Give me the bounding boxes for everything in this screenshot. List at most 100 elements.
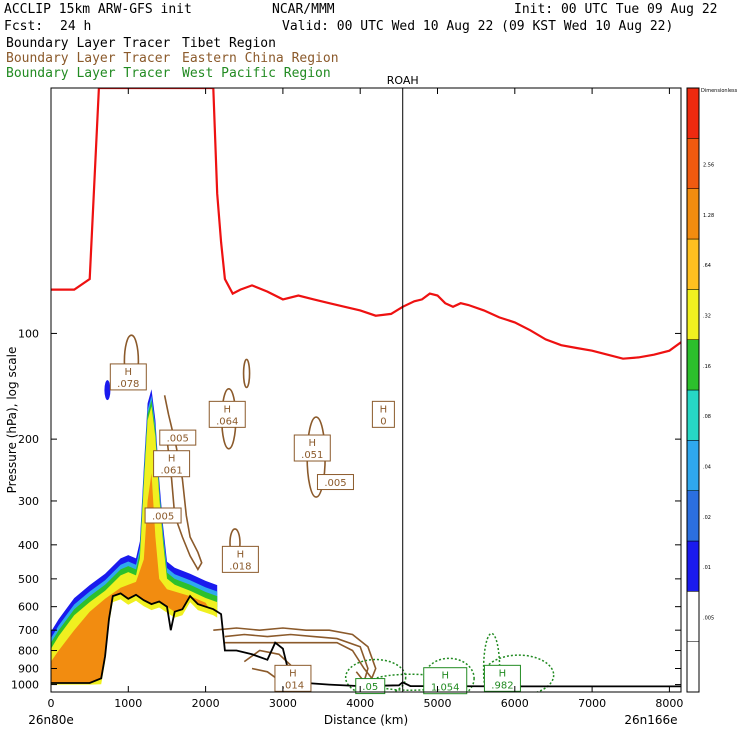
annotation-value: .05: [362, 682, 378, 693]
annotation-box: [293, 434, 331, 462]
y-tick-label: 800: [18, 645, 39, 658]
annotation-box: [144, 507, 182, 524]
x-tick-label: 3000: [269, 697, 297, 710]
annotation-high-label: H: [125, 367, 133, 378]
y-tick-label: 1000: [11, 679, 39, 692]
annotation-value: .018: [229, 561, 251, 572]
colorbar-level-label: .005: [703, 616, 714, 622]
colorbar-level-label: 1.28: [703, 213, 714, 219]
annotation-value: .005: [152, 511, 174, 522]
annotation-value: .014: [282, 680, 304, 691]
organization-label: NCAR/MMM: [272, 2, 335, 17]
x-tick-label: 7000: [578, 697, 606, 710]
annotation-box: [371, 400, 395, 428]
annotation-high-label: H: [289, 668, 297, 679]
y-tick-label: 700: [18, 624, 39, 637]
tropopause-line: [51, 88, 681, 360]
tibet-tracer-blue-blob: [104, 380, 111, 401]
roah-marker-label: ROAH: [387, 74, 419, 87]
y-tick-label: 500: [18, 573, 39, 586]
colorbar-level-label: .08: [703, 414, 711, 420]
annotation-high-label: H: [499, 668, 507, 679]
annotation-value: 1.054: [431, 683, 460, 694]
colorbar-frame: [686, 87, 700, 693]
y-tick-label: 600: [18, 601, 39, 614]
pacific-tracer-contour: [344, 658, 407, 692]
annotation-high-label: H: [309, 438, 317, 449]
y-tick-label: 400: [18, 539, 39, 552]
china-tracer-contour: [213, 627, 377, 680]
x-tick-label: 8000: [655, 697, 683, 710]
colorbar-segment: [686, 540, 700, 592]
colorbar-segment: [686, 87, 700, 139]
valid-time: Valid: 00 UTC Wed 10 Aug 22 (09 KST Wed …: [282, 19, 674, 34]
colorbar-segment: [686, 339, 700, 391]
annotation-value: .051: [301, 450, 323, 461]
china-tracer-contour: [224, 633, 369, 684]
annotation-value: 0: [380, 416, 386, 427]
annotation-value: .982: [491, 680, 513, 691]
legend-pacific-name: Boundary Layer Tracer: [6, 66, 171, 81]
colorbar-segment: [686, 238, 700, 290]
model-title: ACCLIP 15km ARW-GFS init: [4, 2, 192, 17]
annotation-box: [423, 667, 468, 695]
legend-china-name: Boundary Layer Tracer: [6, 51, 171, 66]
legend-tibet-region: Tibet Region: [182, 36, 276, 51]
annotation-value: .078: [117, 379, 139, 390]
colorbar-level-label: .01: [703, 565, 711, 571]
colorbar-level-label: .32: [703, 314, 711, 320]
annotation-box: [221, 545, 259, 573]
y-tick-label: 900: [18, 662, 39, 675]
tibet-tracer-orange-core: [51, 473, 210, 683]
annotation-box: [208, 400, 246, 428]
x-tick-label: 5000: [424, 697, 452, 710]
x-tick-label: 4000: [346, 697, 374, 710]
x-axis-title: Distance (km): [324, 713, 408, 727]
china-tracer-contour: [163, 395, 203, 572]
colorbar-segment: [686, 440, 700, 491]
pacific-tracer-contour: [482, 654, 555, 692]
forecast-label: Fcst:: [4, 19, 44, 34]
china-tracer-contour: [242, 358, 251, 389]
pacific-tracer-contour: [423, 657, 475, 692]
annotation-box: [274, 664, 312, 692]
colorbar-title: Dimensionless: [701, 88, 738, 94]
annotation-value: .064: [216, 416, 238, 427]
legend-china-region: Eastern China Region: [182, 51, 339, 66]
annotation-high-label: H: [168, 454, 176, 465]
colorbar-level-label: .02: [703, 515, 711, 521]
annotation-box: [109, 363, 147, 391]
colorbar-level-label: .04: [703, 465, 711, 471]
legend-tibet-name: Boundary Layer Tracer: [6, 36, 171, 51]
x-end-label: 26n166e: [624, 713, 677, 727]
annotation-high-label: H: [223, 404, 231, 415]
colorbar-level-label: .16: [703, 364, 711, 370]
colorbar-segment: [686, 641, 700, 693]
colorbar-segment: [686, 138, 700, 189]
colorbar-level-label: .64: [703, 263, 711, 269]
colorbar-segment: [686, 289, 700, 340]
annotation-box: [355, 678, 386, 695]
y-tick-label: 200: [18, 433, 39, 446]
y-tick-label: 300: [18, 495, 39, 508]
annotation-value: .005: [167, 434, 189, 445]
annotation-box: [316, 474, 354, 491]
annotation-high-label: H: [441, 671, 449, 682]
legend-pacific-region: West Pacific Region: [182, 66, 331, 81]
colorbar-segment: [686, 389, 700, 441]
annotation-box: [159, 429, 197, 446]
y-axis-title: Pressure (hPa), log scale: [5, 347, 19, 494]
init-time: Init: 00 UTC Tue 09 Aug 22: [514, 2, 718, 17]
x-start-label: 26n80e: [28, 713, 74, 727]
colorbar-level-label: 2.56: [703, 163, 714, 169]
terrain-line: [51, 592, 681, 688]
colorbar-segment: [686, 591, 700, 642]
annotation-value: .005: [324, 478, 346, 489]
plot-area: [51, 88, 681, 692]
x-tick-label: 1000: [114, 697, 142, 710]
plot-frame: [50, 87, 682, 693]
x-tick-label: 0: [48, 697, 55, 710]
annotation-value: .061: [160, 466, 182, 477]
x-tick-label: 2000: [192, 697, 220, 710]
